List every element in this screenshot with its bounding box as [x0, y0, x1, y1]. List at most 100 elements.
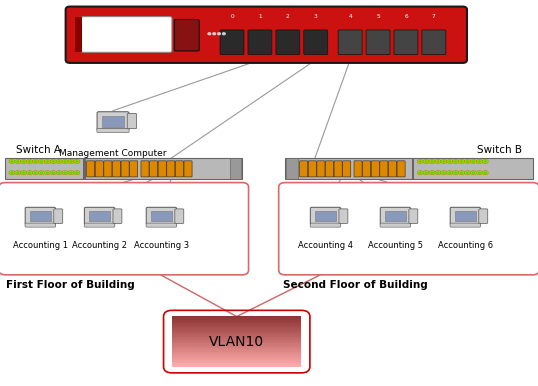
Text: Second Floor of Building: Second Floor of Building [282, 280, 428, 290]
Circle shape [62, 171, 68, 175]
FancyBboxPatch shape [84, 207, 115, 225]
Circle shape [63, 171, 67, 174]
Circle shape [75, 160, 79, 163]
Bar [172, 326, 301, 328]
Bar [172, 325, 301, 327]
Circle shape [208, 33, 211, 35]
FancyBboxPatch shape [279, 183, 538, 275]
Bar [172, 365, 301, 367]
Bar [102, 116, 124, 127]
FancyBboxPatch shape [409, 209, 418, 223]
Circle shape [417, 159, 423, 164]
Circle shape [38, 171, 45, 175]
Circle shape [28, 171, 31, 174]
Bar [172, 320, 301, 322]
FancyBboxPatch shape [97, 112, 129, 130]
Circle shape [442, 160, 445, 163]
Bar [172, 316, 301, 318]
Circle shape [16, 160, 19, 163]
Circle shape [430, 171, 434, 174]
Circle shape [470, 159, 477, 164]
Circle shape [9, 171, 15, 175]
Circle shape [482, 159, 489, 164]
Bar [100, 128, 126, 130]
Bar [172, 346, 301, 348]
Circle shape [44, 171, 51, 175]
FancyBboxPatch shape [300, 161, 308, 177]
Bar [172, 328, 301, 330]
Circle shape [40, 171, 43, 174]
Text: 6: 6 [404, 14, 408, 19]
Circle shape [447, 159, 453, 164]
Text: VLAN10: VLAN10 [209, 335, 264, 349]
FancyBboxPatch shape [141, 161, 149, 177]
Circle shape [52, 171, 55, 174]
FancyBboxPatch shape [380, 207, 410, 225]
FancyBboxPatch shape [174, 20, 199, 51]
FancyBboxPatch shape [338, 30, 362, 54]
Bar [172, 331, 301, 333]
Circle shape [424, 171, 428, 174]
FancyBboxPatch shape [380, 223, 410, 227]
Bar [172, 345, 301, 347]
Text: Accounting 6: Accounting 6 [438, 241, 493, 250]
Circle shape [46, 171, 49, 174]
FancyBboxPatch shape [158, 161, 166, 177]
Text: 0: 0 [230, 14, 234, 19]
FancyBboxPatch shape [285, 158, 533, 179]
Circle shape [419, 160, 422, 163]
Text: 7: 7 [432, 14, 436, 19]
Circle shape [460, 160, 463, 163]
Circle shape [435, 159, 441, 164]
Circle shape [26, 159, 33, 164]
Bar [286, 158, 298, 179]
Circle shape [223, 33, 225, 35]
FancyBboxPatch shape [354, 161, 362, 177]
Circle shape [34, 160, 37, 163]
FancyBboxPatch shape [388, 161, 397, 177]
Circle shape [218, 33, 221, 35]
Circle shape [470, 171, 477, 175]
Circle shape [417, 171, 423, 175]
FancyBboxPatch shape [0, 183, 249, 275]
Circle shape [448, 160, 451, 163]
FancyBboxPatch shape [394, 30, 418, 54]
Circle shape [454, 160, 457, 163]
FancyBboxPatch shape [371, 161, 379, 177]
Text: Switch B: Switch B [477, 145, 522, 155]
Circle shape [429, 159, 435, 164]
Circle shape [441, 171, 447, 175]
Circle shape [10, 171, 13, 174]
Circle shape [58, 160, 61, 163]
Circle shape [74, 159, 80, 164]
Circle shape [419, 171, 422, 174]
FancyBboxPatch shape [150, 161, 158, 177]
FancyBboxPatch shape [130, 161, 138, 177]
FancyBboxPatch shape [397, 161, 405, 177]
FancyBboxPatch shape [422, 30, 446, 54]
Circle shape [435, 171, 441, 175]
FancyBboxPatch shape [339, 209, 348, 223]
Circle shape [28, 160, 31, 163]
FancyBboxPatch shape [366, 30, 390, 54]
Bar [313, 223, 338, 225]
Bar [172, 333, 301, 335]
Circle shape [424, 160, 428, 163]
Circle shape [458, 159, 465, 164]
Bar [453, 223, 478, 225]
Circle shape [69, 171, 73, 174]
FancyBboxPatch shape [334, 161, 342, 177]
FancyBboxPatch shape [248, 30, 272, 54]
Circle shape [452, 171, 459, 175]
Bar [151, 212, 172, 222]
Text: 2: 2 [286, 14, 290, 19]
FancyBboxPatch shape [310, 207, 341, 225]
FancyBboxPatch shape [25, 207, 55, 225]
Text: Accounting 1: Accounting 1 [13, 241, 68, 250]
Circle shape [58, 171, 61, 174]
Text: Accounting 2: Accounting 2 [72, 241, 127, 250]
FancyBboxPatch shape [220, 30, 244, 54]
Text: 4: 4 [348, 14, 352, 19]
FancyBboxPatch shape [317, 161, 325, 177]
Bar [172, 360, 301, 362]
